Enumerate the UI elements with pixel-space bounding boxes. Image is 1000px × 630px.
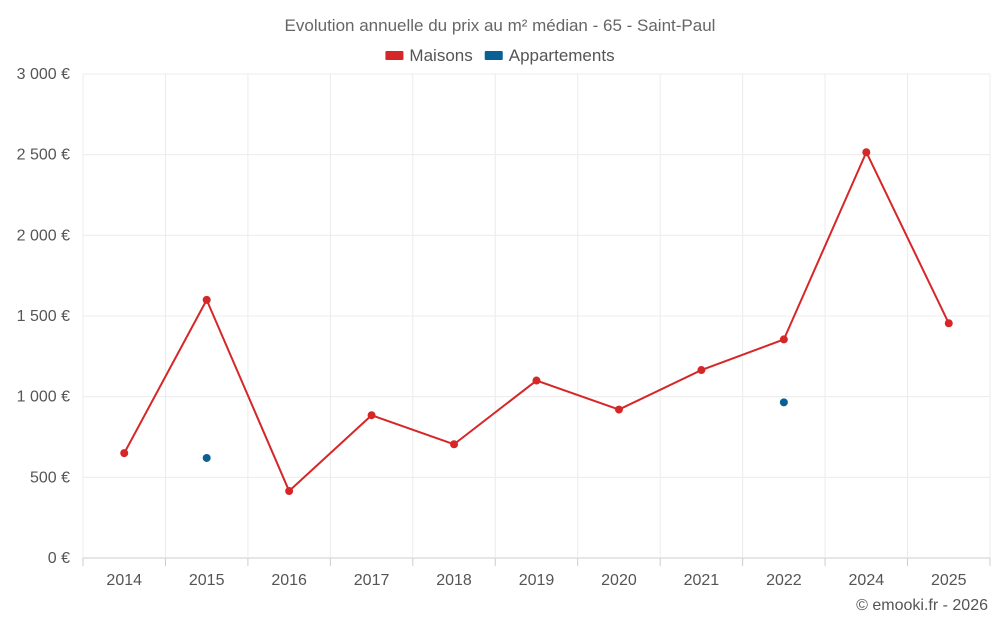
- y-tick-label: 500 €: [30, 469, 70, 486]
- x-tick-label: 2020: [601, 572, 637, 589]
- gridlines: [82, 73, 991, 559]
- legend-swatch: [484, 51, 503, 60]
- data-point-maisons[interactable]: [614, 405, 623, 414]
- x-tick-label: 2022: [766, 572, 802, 589]
- x-tick-label: 2025: [931, 572, 967, 589]
- data-point-maisons[interactable]: [285, 487, 294, 496]
- x-tick-label: 2018: [436, 572, 472, 589]
- legend-item-maisons[interactable]: Maisons: [385, 46, 473, 65]
- data-point-maisons[interactable]: [532, 376, 541, 385]
- legend: Maisons Appartements: [385, 46, 615, 65]
- legend-label: Maisons: [409, 46, 472, 65]
- data-point-maisons[interactable]: [779, 335, 788, 344]
- data-point-maisons[interactable]: [202, 295, 211, 304]
- x-tick-label: 2014: [106, 572, 142, 589]
- data-point-appartements[interactable]: [202, 453, 211, 462]
- y-tick-label: 2 000 €: [17, 227, 70, 244]
- x-tick-label: 2021: [684, 572, 720, 589]
- x-tick-label: 2016: [271, 572, 307, 589]
- data-point-maisons[interactable]: [862, 148, 871, 157]
- data-point-maisons[interactable]: [450, 440, 459, 449]
- legend-item-appartements[interactable]: Appartements: [484, 46, 615, 65]
- y-tick-label: 0 €: [48, 550, 70, 567]
- data-point-appartements[interactable]: [779, 398, 788, 407]
- x-axis: 2014 2015 2016 2017 2018 2019 2020 2021 2022 2024…: [82, 558, 991, 589]
- y-tick-label: 1 000 €: [17, 389, 70, 406]
- x-tick-label: 2015: [189, 572, 225, 589]
- y-tick-label: 1 500 €: [17, 308, 70, 325]
- credit-text: © emooki.fr - 2026: [856, 597, 988, 614]
- data-point-maisons[interactable]: [367, 411, 376, 420]
- y-tick-label: 2 500 €: [17, 147, 70, 164]
- legend-label: Appartements: [509, 46, 615, 65]
- x-tick-label: 2017: [354, 572, 390, 589]
- data-point-maisons[interactable]: [120, 449, 129, 458]
- x-tick-label: 2024: [849, 572, 885, 589]
- y-tick-label: 3 000 €: [17, 66, 70, 83]
- x-tick-label: 2019: [519, 572, 555, 589]
- data-point-maisons[interactable]: [944, 319, 953, 328]
- chart-title: Evolution annuelle du prix au m² médian …: [285, 16, 716, 35]
- legend-swatch: [385, 51, 404, 60]
- series-layer: [120, 148, 953, 496]
- data-point-maisons[interactable]: [697, 366, 706, 375]
- y-axis: 0 € 500 € 1 000 € 1 500 € 2 000 € 2 500 € 3 00…: [17, 66, 70, 567]
